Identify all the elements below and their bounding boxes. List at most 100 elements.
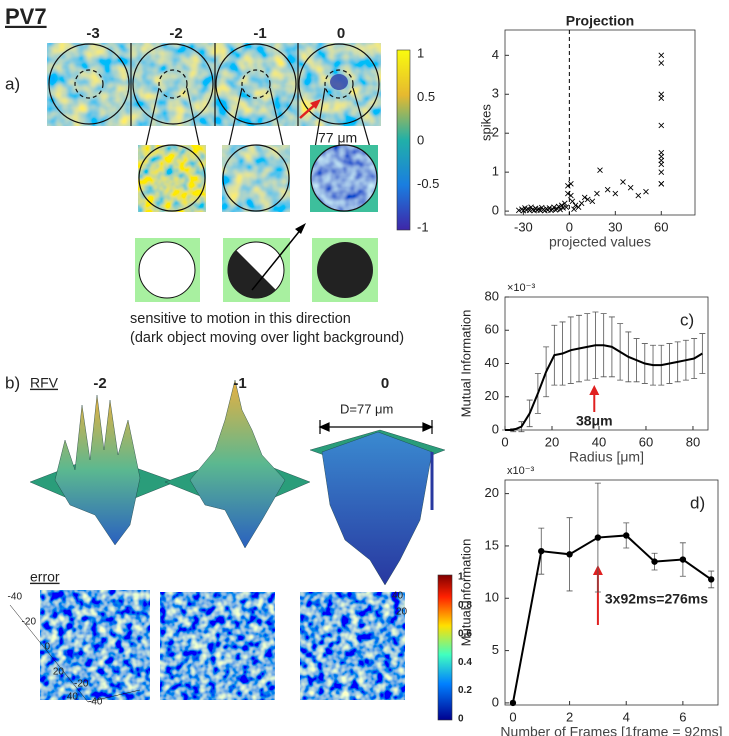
x-tick-label: 6 (679, 709, 686, 724)
marker (658, 60, 665, 66)
stimulus-frames (47, 43, 381, 173)
marker (578, 200, 585, 207)
frame-label: 0 (381, 375, 389, 392)
x-tick-label: 0 (501, 434, 508, 449)
y-tick-label: 3 (492, 86, 499, 101)
colorbar-tick-label: 0.2 (458, 685, 472, 696)
marker (594, 534, 602, 541)
plot-frame (504, 479, 719, 706)
x-tick-label: 0 (509, 709, 516, 724)
y-axis-label: Mutual Information (458, 310, 473, 418)
y-tick-label: 15 (485, 537, 499, 552)
zoomed-frames (138, 144, 378, 212)
y-exponent: ×10⁻³ (507, 282, 535, 294)
frame-label: -3 (86, 25, 99, 42)
marker (658, 169, 665, 175)
annotation-arrowhead (589, 385, 600, 395)
marker (658, 122, 665, 129)
marker (651, 558, 658, 565)
marker (568, 192, 574, 199)
marker (515, 207, 522, 214)
axis-tick-label: -40 (8, 592, 23, 603)
line (511, 534, 712, 704)
marker (623, 532, 630, 539)
caption: (dark object moving over light backgroun… (130, 330, 404, 346)
x-tick-label: 80 (686, 434, 700, 449)
caption: sensitive to motion in this direction (130, 311, 351, 327)
frame-label: -1 (233, 375, 246, 392)
diameter-arrow (318, 420, 434, 434)
marker (509, 699, 517, 707)
y-axis-label: Mutual Information (458, 539, 473, 647)
y-tick-label: 20 (485, 388, 499, 403)
y-tick-label: 10 (485, 590, 499, 605)
plot-frame (504, 29, 696, 216)
diameter-label: D=77 μm (340, 401, 393, 416)
axis-tick-label: 40 (392, 591, 404, 602)
colorbar-tick-label: 1 (417, 45, 424, 60)
marker (589, 198, 596, 205)
marker (612, 190, 619, 197)
colorbar (396, 49, 411, 231)
marker (658, 181, 665, 187)
x-tick-label: 30 (608, 219, 622, 234)
marker (571, 206, 577, 212)
x-axis-label: Radius [μm] (569, 449, 644, 465)
x-tick-label: 40 (592, 434, 606, 449)
panel-label: c) (680, 310, 694, 329)
red-arrowhead (310, 99, 321, 109)
marker (563, 204, 570, 211)
marker (581, 194, 588, 201)
marker (635, 192, 642, 199)
marker (551, 204, 557, 211)
error-surfaces (9, 589, 406, 703)
colorbar-tick-label: -1 (417, 219, 429, 234)
y-tick-label: 60 (485, 322, 499, 337)
marker (658, 95, 665, 101)
motion-icons (135, 223, 378, 302)
marker (594, 190, 600, 197)
marker (643, 188, 649, 195)
panel-label: d) (690, 493, 705, 512)
y-tick-label: 80 (485, 288, 499, 303)
axis-tick-label: -20 (22, 617, 37, 628)
y-tick-label: 5 (492, 642, 499, 657)
x-tick-label: 60 (654, 219, 668, 234)
annotation: 38μm (576, 413, 613, 429)
marker (658, 161, 665, 168)
frame-label: -1 (253, 25, 266, 42)
x-tick-label: 60 (639, 434, 653, 449)
colorbar-tick-label: 1 (458, 572, 464, 583)
x-tick-label: 2 (566, 709, 573, 724)
rfv-label: RFV (30, 375, 59, 391)
marker (708, 576, 715, 583)
marker (557, 206, 563, 213)
line (505, 344, 703, 431)
colorbar (437, 574, 453, 721)
marker (558, 202, 565, 209)
axis-tick-label: 20 (53, 667, 65, 678)
marker (679, 556, 687, 563)
marker (620, 179, 626, 185)
axis-tick-label: 20 (396, 607, 408, 618)
frame-label: -2 (93, 375, 106, 392)
axis-tick-label: -20 (74, 679, 89, 690)
axis-tick-label: 40 (67, 692, 79, 703)
x-tick-label: 4 (623, 709, 630, 724)
x-tick-label: 20 (545, 434, 559, 449)
panel-label: b) (5, 373, 20, 392)
axis-tick-label: -40 (88, 697, 103, 708)
colorbar-tick-label: 0.6 (458, 628, 472, 639)
marker (561, 200, 568, 207)
colorbar-tick-label: 0.8 (458, 600, 472, 611)
y-tick-label: 4 (492, 47, 499, 62)
y-exponent: x10⁻³ (507, 465, 535, 477)
marker (555, 203, 562, 210)
axis-tick-label: 0 (44, 642, 50, 653)
marker (575, 204, 582, 211)
colorbar-tick-label: -0.5 (417, 176, 439, 191)
y-tick-label: 40 (485, 355, 499, 370)
frame-label: 0 (337, 25, 345, 42)
marker (565, 190, 571, 197)
